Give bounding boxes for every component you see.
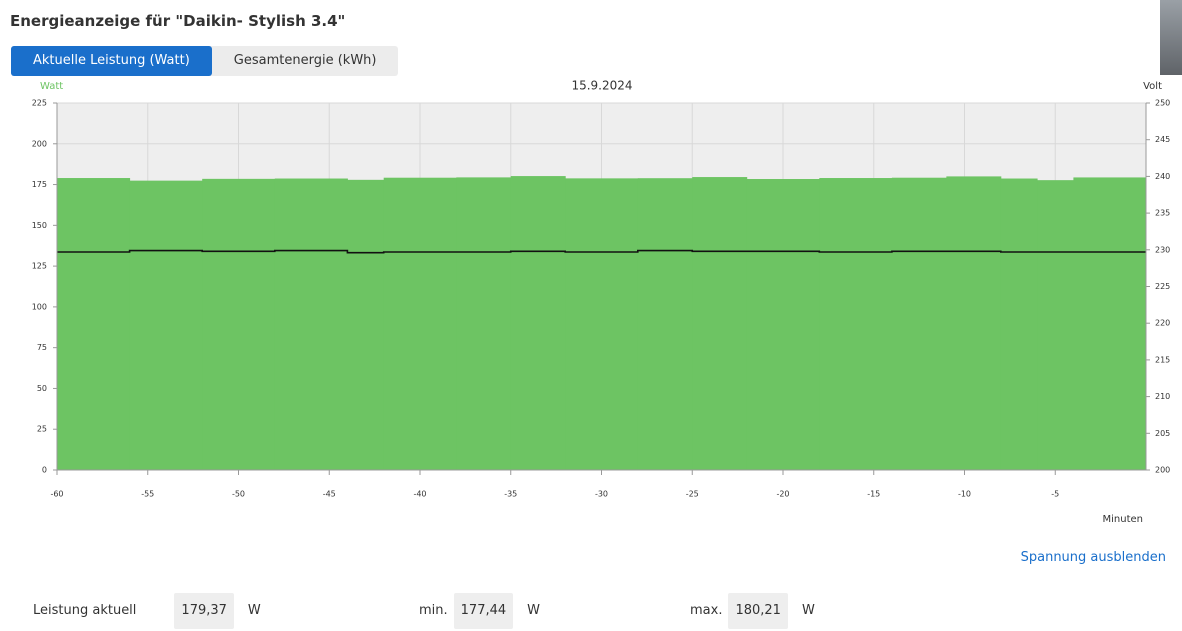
power-area: [692, 177, 748, 471]
y2-tick-label: 220: [1155, 319, 1170, 328]
y-tick-label: 75: [37, 343, 47, 352]
power-area: [1000, 178, 1038, 470]
power-area: [57, 178, 131, 470]
power-area: [891, 177, 947, 470]
tab[interactable]: Gesamtenergie (kWh): [233, 53, 377, 68]
x-tick-label: -40: [413, 490, 426, 499]
power-area: [510, 176, 566, 470]
stat-label: max.: [690, 603, 723, 618]
tab[interactable]: Aktuelle Leistung (Watt): [11, 46, 212, 76]
power-area: [1073, 177, 1147, 470]
y2-tick-label: 245: [1155, 135, 1170, 144]
power-area: [637, 178, 693, 471]
x-tick-label: -5: [1051, 490, 1059, 499]
x-tick-label: -55: [141, 490, 154, 499]
stat: Leistung aktuell 179,37 W: [33, 593, 261, 629]
power-area: [565, 178, 639, 470]
stat-unit: W: [247, 603, 261, 618]
thumbnail: [1160, 0, 1182, 75]
x-tick-label: -15: [867, 490, 880, 499]
y2-axis-label: Volt: [1143, 81, 1162, 92]
x-tick-label: -30: [595, 490, 608, 499]
page-title: Energieanzeige für "Daikin- Stylish 3.4": [10, 12, 346, 30]
y2-tick-label: 235: [1155, 209, 1170, 218]
x-tick-label: -50: [232, 490, 245, 499]
y2-tick-label: 205: [1155, 429, 1170, 438]
stat-unit: W: [527, 603, 541, 618]
power-area: [1037, 180, 1074, 470]
power-area: [456, 177, 512, 470]
x-tick-label: -20: [776, 490, 789, 499]
y2-tick-label: 215: [1155, 355, 1170, 364]
stat-value: 179,37: [174, 593, 234, 629]
chart: Watt 15.9.2024 Volt Minuten 0 25 50 75 100 12…: [32, 79, 1171, 526]
stat-value: 177,44: [453, 593, 514, 629]
stat-label: min.: [419, 603, 448, 618]
y-tick-label: 25: [37, 425, 47, 434]
power-area: [946, 176, 1002, 470]
y-tick-label: 50: [37, 384, 47, 393]
power-area: [347, 179, 385, 471]
x-tick-label: -35: [504, 490, 517, 499]
y2-tick-label: 230: [1155, 245, 1170, 254]
y-tick-label: 200: [32, 139, 47, 148]
power-area: [129, 180, 203, 471]
x-axis-label: Minuten: [1103, 514, 1144, 525]
power-area: [746, 179, 820, 471]
stat: max. 180,21 W: [690, 593, 815, 629]
stat: min. 177,44 W: [419, 593, 540, 629]
stat-unit: W: [801, 603, 815, 618]
y-tick-label: 175: [32, 180, 47, 189]
x-tick-label: -60: [50, 490, 63, 499]
y2-tick-label: 200: [1155, 466, 1170, 475]
y2-tick-label: 250: [1155, 99, 1170, 108]
stat-value: 180,21: [728, 593, 788, 629]
y-axis-label: Watt: [40, 81, 63, 92]
y2-tick-label: 225: [1155, 282, 1170, 291]
y2-tick-label: 240: [1155, 172, 1170, 181]
voltage-line: [57, 249, 1146, 254]
x-tick-label: -10: [958, 490, 971, 499]
y-tick-label: 125: [32, 262, 47, 271]
stat-label: Leistung aktuell: [33, 603, 137, 618]
y-tick-label: 100: [32, 302, 47, 311]
y2-tick-label: 210: [1155, 392, 1170, 401]
y-tick-label: 0: [42, 466, 47, 475]
x-tick-label: -45: [323, 490, 336, 499]
y-tick-label: 150: [32, 221, 47, 230]
y-tick-label: 225: [32, 99, 47, 108]
toggle-voltage-link[interactable]: Spannung ausblenden: [1020, 550, 1166, 565]
x-tick-label: -25: [686, 490, 699, 499]
power-area: [383, 177, 457, 470]
tab-bar: Aktuelle Leistung (Watt) Gesamtenergie (…: [11, 46, 399, 76]
power-area: [274, 178, 348, 470]
chart-subtitle: 15.9.2024: [571, 79, 632, 93]
power-area: [202, 178, 276, 470]
power-area: [819, 178, 893, 470]
